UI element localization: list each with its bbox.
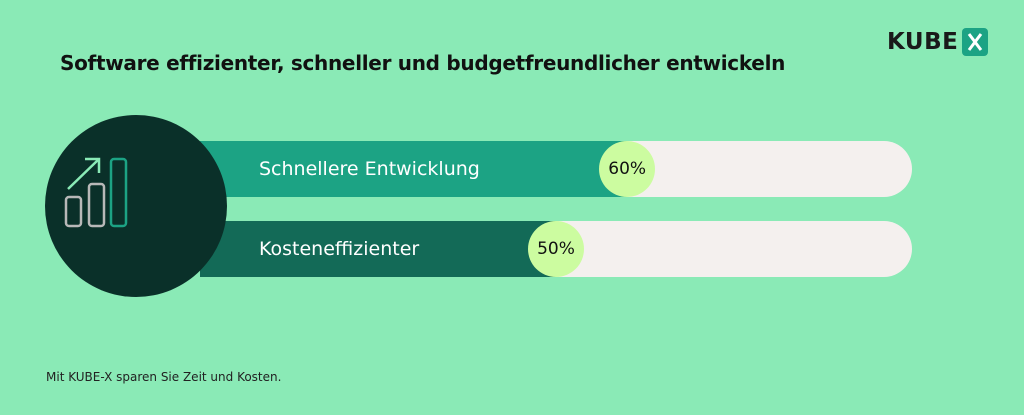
bar-label: Schnellere Entwicklung	[259, 158, 480, 180]
progress-fill	[200, 141, 628, 197]
kubex-logo: KUBE	[887, 28, 989, 56]
icon-circle	[45, 115, 227, 297]
progress-fill	[200, 221, 556, 277]
percent-marker: 60%	[599, 141, 656, 197]
progress-bar-kosteneffizienter: Kosteneffizienter 50%	[200, 221, 912, 277]
logo-x-mark-icon	[962, 28, 989, 56]
progress-bar-schnellere-entwicklung: Schnellere Entwicklung 60%	[200, 141, 912, 197]
page-title: Software effizienter, schneller und budg…	[60, 51, 786, 75]
bar-label: Kosteneffizienter	[259, 238, 420, 260]
logo-text: KUBE	[887, 29, 959, 55]
chart-growth-icon	[64, 157, 128, 228]
percent-marker: 50%	[528, 221, 584, 277]
caption: Mit KUBE-X sparen Sie Zeit und Kosten.	[46, 370, 282, 384]
